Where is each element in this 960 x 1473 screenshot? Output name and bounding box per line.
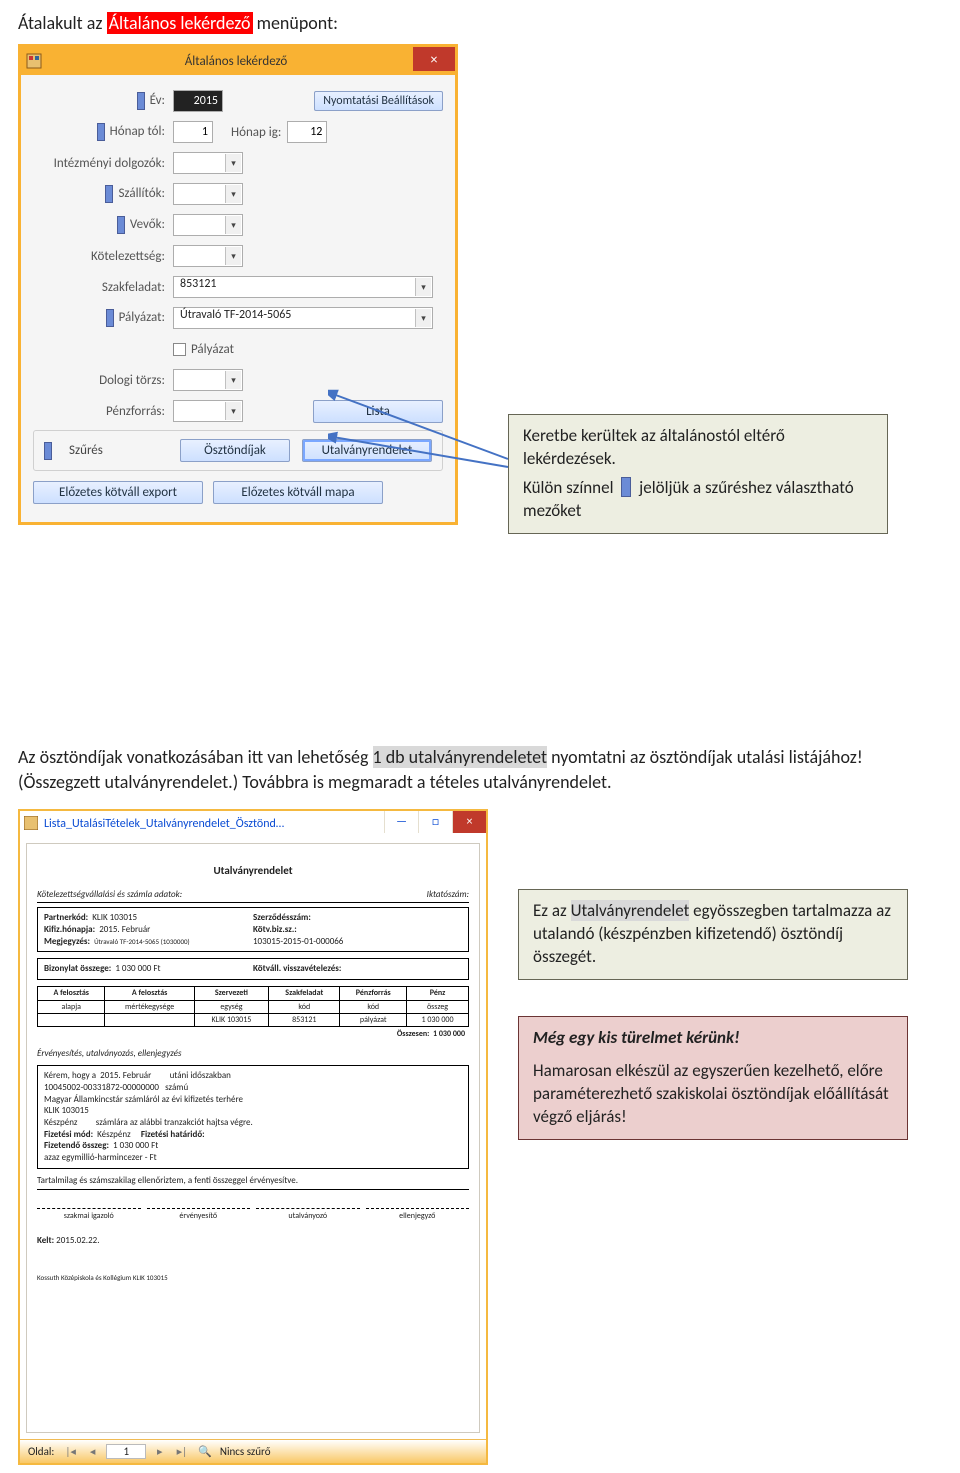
marker-icon bbox=[105, 185, 113, 203]
chevron-down-icon: ▾ bbox=[225, 247, 241, 265]
status-filter: Nincs szűrő bbox=[220, 1445, 271, 1458]
callout-3: Még egy kis türelmet kérünk! Hamarosan e… bbox=[518, 1016, 908, 1140]
utalvanyrendelet-button[interactable]: Utalványrendelet bbox=[302, 439, 432, 462]
chevron-down-icon: ▾ bbox=[225, 154, 241, 172]
intro-text: Átalakult az Általános lekérdező menüpon… bbox=[18, 12, 942, 34]
osztondijak-button[interactable]: Ösztöndíjak bbox=[180, 439, 290, 462]
minimize-button[interactable]: — bbox=[384, 811, 418, 833]
kotelezettseg-combo[interactable]: ▾ bbox=[173, 245, 243, 267]
report-heading: Utalványrendelet bbox=[37, 864, 469, 878]
palyazat-label: Pályázat: bbox=[33, 309, 173, 327]
intro-highlight: Általános lekérdező bbox=[107, 12, 253, 34]
dialog-window: Általános lekérdező × Év: Nyomtatási Beá… bbox=[18, 44, 458, 525]
titlebar: Általános lekérdező × bbox=[21, 47, 455, 75]
intdolg-label: Intézményi dolgozók: bbox=[33, 156, 173, 171]
nav-prev-icon[interactable]: ◂ bbox=[87, 1445, 99, 1458]
mapa-button[interactable]: Előzetes kötváll mapa bbox=[213, 481, 383, 504]
intdolg-combo[interactable]: ▾ bbox=[173, 152, 243, 174]
vevok-label: Vevők: bbox=[33, 216, 173, 234]
lower-area: Lista_UtalásiTételek_Utalványrendelet_Ös… bbox=[18, 809, 942, 1465]
nav-next-icon[interactable]: ▸ bbox=[154, 1445, 166, 1458]
action-group: Szűrés Ösztöndíjak Utalványrendelet bbox=[33, 430, 443, 471]
marker-icon bbox=[44, 442, 52, 460]
chevron-down-icon: ▾ bbox=[225, 216, 241, 234]
report-titlebar: Lista_UtalásiTételek_Utalványrendelet_Ös… bbox=[20, 811, 486, 837]
callout-1: Keretbe kerültek az általánostól eltérő … bbox=[508, 414, 888, 534]
honapig-input[interactable] bbox=[287, 121, 327, 143]
app-icon bbox=[25, 52, 43, 70]
status-oldal-label: Oldal: bbox=[28, 1445, 54, 1458]
marker-icon bbox=[621, 477, 631, 497]
marker-icon bbox=[106, 309, 114, 327]
report-table: A felosztásA felosztásSzervezetiSzakfela… bbox=[37, 986, 469, 1027]
marker-icon bbox=[117, 216, 125, 234]
print-settings-button[interactable]: Nyomtatási Beállítások bbox=[314, 91, 443, 111]
callout-3-body: Hamarosan elkészül az egyszerűen kezelhe… bbox=[533, 1060, 893, 1129]
honaptol-input[interactable] bbox=[173, 121, 213, 143]
szures-button[interactable]: Szűrés bbox=[69, 443, 103, 458]
mid-highlight: 1 db utalványrendeletet bbox=[373, 746, 548, 768]
palyazat-checkbox[interactable] bbox=[173, 343, 186, 356]
chevron-down-icon: ▾ bbox=[225, 185, 241, 203]
szallitok-label: Szállítók: bbox=[33, 185, 173, 203]
ev-label: Év: bbox=[33, 92, 173, 110]
kotelezettseg-label: Kötelezettség: bbox=[33, 249, 173, 264]
szakfeladat-label: Szakfeladat: bbox=[33, 280, 173, 295]
report-page: Utalványrendelet Kötelezettségvállalási … bbox=[26, 843, 480, 1433]
ev-input[interactable] bbox=[173, 90, 223, 112]
palyazat-combo[interactable]: Útravaló TF-2014-5065▾ bbox=[173, 307, 433, 329]
callout-3-title: Még egy kis türelmet kérünk! bbox=[533, 1027, 893, 1050]
export-button[interactable]: Előzetes kötváll export bbox=[33, 481, 203, 504]
marker-icon bbox=[137, 92, 145, 110]
chevron-down-icon: ▾ bbox=[225, 402, 241, 420]
chevron-down-icon: ▾ bbox=[415, 278, 431, 296]
window-body: Év: Nyomtatási Beállítások Hónap tól: Hó… bbox=[21, 75, 455, 522]
dologi-label: Dologi törzs: bbox=[33, 373, 173, 388]
window-title: Általános lekérdező bbox=[47, 54, 455, 69]
chevron-down-icon: ▾ bbox=[415, 309, 431, 327]
chevron-down-icon: ▾ bbox=[225, 371, 241, 389]
vevok-combo[interactable]: ▾ bbox=[173, 214, 243, 236]
callout-1-line2: Külön színnel jelöljük a szűréshez válas… bbox=[523, 477, 873, 523]
page-input[interactable]: 1 bbox=[106, 1444, 146, 1459]
honaptol-label: Hónap tól: bbox=[33, 123, 173, 141]
palyazat-chk-label: Pályázat bbox=[191, 342, 234, 357]
callout-2-hl: Utalványrendelet bbox=[571, 900, 690, 921]
penzforras-label: Pénzforrás: bbox=[33, 404, 173, 419]
nav-last-icon[interactable]: ▸| bbox=[174, 1445, 191, 1458]
report-window: Lista_UtalásiTételek_Utalványrendelet_Ös… bbox=[18, 809, 488, 1465]
maximize-button[interactable]: □ bbox=[418, 811, 452, 833]
report-title-text: Lista_UtalásiTételek_Utalványrendelet_Ös… bbox=[44, 817, 284, 831]
intro-post: menüpont: bbox=[253, 12, 338, 34]
close-button[interactable]: × bbox=[452, 811, 486, 833]
marker-icon bbox=[97, 123, 105, 141]
mid-text: Az ösztöndíjak vonatkozásában itt van le… bbox=[18, 745, 942, 795]
callout-1-line1: Keretbe kerültek az általánostól eltérő … bbox=[523, 425, 873, 471]
dologi-combo[interactable]: ▾ bbox=[173, 369, 243, 391]
app-icon bbox=[24, 816, 40, 832]
intro-pre: Átalakult az bbox=[18, 12, 107, 34]
top-area: Általános lekérdező × Év: Nyomtatási Beá… bbox=[18, 44, 942, 525]
filter-icon: 🔍 bbox=[198, 1445, 212, 1458]
penzforras-combo[interactable]: ▾ bbox=[173, 400, 243, 422]
honapig-label: Hónap ig: bbox=[231, 125, 287, 140]
szallitok-combo[interactable]: ▾ bbox=[173, 183, 243, 205]
szakfeladat-combo[interactable]: 853121▾ bbox=[173, 276, 433, 298]
close-button[interactable]: × bbox=[413, 47, 455, 71]
nav-first-icon[interactable]: |◂ bbox=[62, 1445, 79, 1458]
lista-button[interactable]: Lista bbox=[313, 400, 443, 423]
report-statusbar: Oldal: |◂ ◂ 1 ▸ ▸| 🔍 Nincs szűrő bbox=[20, 1439, 486, 1463]
callout-2: Ez az Utalványrendelet egyösszegben tart… bbox=[518, 889, 908, 980]
